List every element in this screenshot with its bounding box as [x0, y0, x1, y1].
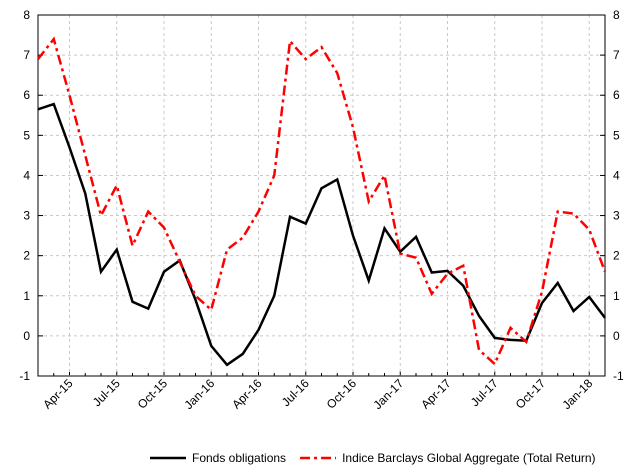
- y-tick-label: 2: [23, 249, 30, 263]
- series-line: [37, 102, 606, 367]
- legend-label: Indice Barclays Global Aggregate (Total …: [342, 451, 595, 465]
- x-tick-label: Jul-16: [279, 376, 312, 409]
- y2-tick-label: 4: [613, 168, 620, 182]
- y-tick-label: 6: [23, 88, 30, 102]
- y-tick-label: 1: [23, 289, 30, 303]
- x-tick-label: Oct-15: [135, 376, 171, 412]
- x-tick-label: Apr-16: [229, 376, 265, 412]
- y2-tick-label: 5: [613, 128, 620, 142]
- x-tick-label: Jan-18: [560, 376, 596, 412]
- x-tick-label: Jan-16: [182, 376, 218, 412]
- x-tick-label: Jan-17: [371, 376, 407, 412]
- y-tick-label: 3: [23, 209, 30, 223]
- y-tick-label: 4: [23, 168, 30, 182]
- legend-label: Fonds obligations: [192, 451, 286, 465]
- x-tick-label: Jul-17: [468, 376, 501, 409]
- x-tick-label: Apr-17: [418, 376, 454, 412]
- x-tick-label: Oct-17: [513, 376, 549, 412]
- y2-tick-label: -1: [613, 369, 624, 383]
- y2-tick-label: 8: [613, 8, 620, 22]
- y-tick-label: 8: [23, 8, 30, 22]
- x-tick-label: Jul-15: [90, 376, 123, 409]
- plot-frame: [37, 14, 606, 377]
- y-tick-label: 0: [23, 329, 30, 343]
- y2-tick-label: 6: [613, 88, 620, 102]
- y2-tick-label: 7: [613, 48, 620, 62]
- y-tick-label: 5: [23, 128, 30, 142]
- y-tick-label: -1: [19, 369, 30, 383]
- y2-tick-label: 2: [613, 249, 620, 263]
- series-line: [37, 36, 607, 367]
- y-tick-label: 7: [23, 48, 30, 62]
- y2-tick-label: 3: [613, 209, 620, 223]
- x-tick-label: Oct-16: [324, 376, 360, 412]
- y2-tick-label: 0: [613, 329, 620, 343]
- x-tick-label: Apr-15: [40, 376, 76, 412]
- y2-tick-label: 1: [613, 289, 620, 303]
